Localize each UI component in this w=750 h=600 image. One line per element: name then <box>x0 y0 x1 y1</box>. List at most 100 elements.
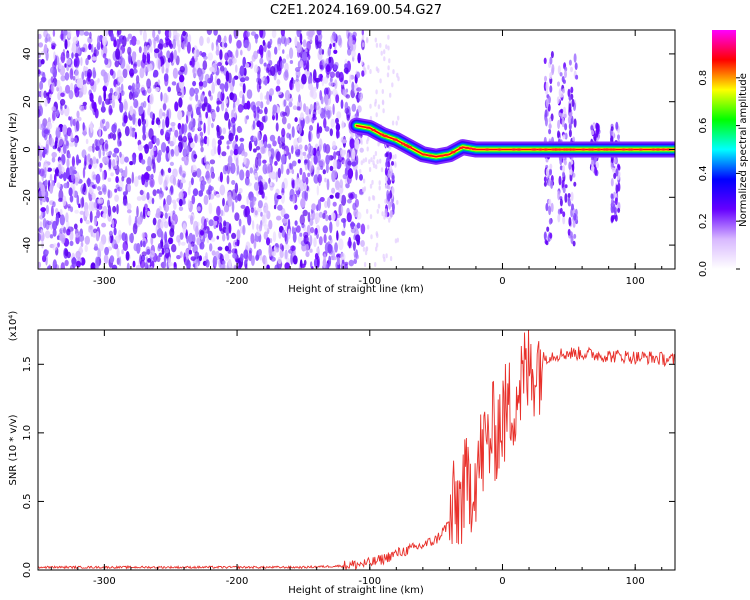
noise-mark <box>48 264 52 269</box>
noise-mark <box>245 76 250 81</box>
noise-mark <box>60 92 65 98</box>
streak-mark <box>557 81 560 87</box>
noise-mark <box>230 149 234 156</box>
noise-mark <box>289 47 294 59</box>
noise-mark <box>388 58 391 64</box>
noise-mark <box>139 67 145 79</box>
noise-mark <box>161 55 166 65</box>
noise-mark <box>318 160 324 168</box>
ridge-peak-mark <box>590 148 595 151</box>
noise-mark <box>209 159 216 165</box>
noise-mark <box>284 262 290 269</box>
noise-mark <box>275 171 278 183</box>
noise-mark <box>372 160 375 166</box>
noise-mark <box>182 148 187 158</box>
noise-mark <box>228 223 232 234</box>
noise-mark <box>46 121 53 130</box>
noise-mark <box>129 105 134 116</box>
noise-mark <box>309 218 314 227</box>
noise-mark <box>210 237 216 242</box>
noise-mark <box>243 102 249 110</box>
noise-mark <box>65 52 70 59</box>
noise-mark <box>259 30 264 38</box>
snr-x-ticks: -300 -200 -100 0 100 <box>50 330 663 587</box>
snr-series <box>38 330 675 570</box>
noise-mark <box>322 258 327 269</box>
noise-mark <box>119 168 124 174</box>
noise-mark <box>132 113 136 126</box>
noise-mark <box>137 144 143 151</box>
noise-mark <box>272 140 277 147</box>
noise-mark <box>267 150 272 158</box>
noise-mark <box>243 39 250 49</box>
noise-mark <box>84 104 87 110</box>
noise-mark <box>84 244 88 253</box>
noise-mark <box>311 30 315 36</box>
noise-mark <box>263 141 268 149</box>
colorbar: 0.0 0.2 0.4 0.6 0.8 Normalized spectral ampl… <box>698 30 749 277</box>
noise-mark <box>379 78 382 84</box>
noise-mark <box>343 67 349 74</box>
noise-mark <box>264 256 268 266</box>
noise-mark <box>239 137 245 142</box>
noise-mark <box>90 121 93 134</box>
noise-mark <box>232 253 238 259</box>
noise-mark <box>163 221 169 229</box>
noise-mark <box>38 161 41 168</box>
noise-mark <box>158 173 163 186</box>
noise-mark <box>42 218 47 229</box>
spectrogram-x-ticks: -300 -200 -100 0 100 <box>50 30 663 287</box>
streak-mark <box>558 88 562 98</box>
noise-mark <box>149 93 154 105</box>
noise-mark <box>366 146 369 152</box>
noise-mark <box>54 168 60 175</box>
noise-mark <box>258 133 262 141</box>
noise-mark <box>38 70 41 75</box>
noise-mark <box>220 209 224 217</box>
noise-mark <box>377 104 381 110</box>
noise-mark <box>192 67 198 78</box>
noise-mark <box>163 258 167 269</box>
ridge-peak-mark <box>596 148 601 151</box>
streak-mark <box>559 72 563 77</box>
noise-mark <box>216 235 220 240</box>
noise-mark <box>329 194 334 199</box>
noise-mark <box>38 118 41 130</box>
streak-mark <box>569 231 573 238</box>
noise-mark <box>253 148 257 153</box>
noise-mark <box>211 250 216 256</box>
noise-mark <box>103 89 106 102</box>
noise-mark <box>244 176 250 186</box>
noise-mark <box>223 42 228 48</box>
noise-mark <box>301 51 308 61</box>
noise-mark <box>66 158 70 169</box>
noise-mark <box>228 119 231 130</box>
noise-mark <box>186 41 191 54</box>
noise-mark <box>328 255 332 267</box>
noise-mark <box>335 94 340 104</box>
noise-mark <box>216 100 222 105</box>
streak-mark <box>568 103 572 113</box>
noise-mark <box>57 147 61 152</box>
noise-mark <box>361 70 365 77</box>
noise-mark <box>295 79 300 89</box>
noise-mark <box>85 219 91 225</box>
noise-mark <box>250 233 255 245</box>
noise-mark <box>231 248 237 254</box>
noise-mark <box>146 165 152 172</box>
noise-mark <box>74 209 79 214</box>
noise-mark <box>190 256 196 261</box>
noise-mark <box>271 30 277 39</box>
noise-mark <box>199 242 205 250</box>
noise-mark <box>156 189 160 194</box>
noise-mark <box>194 251 200 260</box>
noise-mark <box>237 104 244 113</box>
noise-mark <box>332 140 336 150</box>
noise-mark <box>276 79 281 85</box>
streak-mark <box>548 218 552 225</box>
noise-mark <box>95 173 101 184</box>
noise-mark <box>323 143 327 153</box>
noise-mark <box>82 101 88 106</box>
streak-mark <box>549 232 553 239</box>
noise-mark <box>258 109 263 115</box>
